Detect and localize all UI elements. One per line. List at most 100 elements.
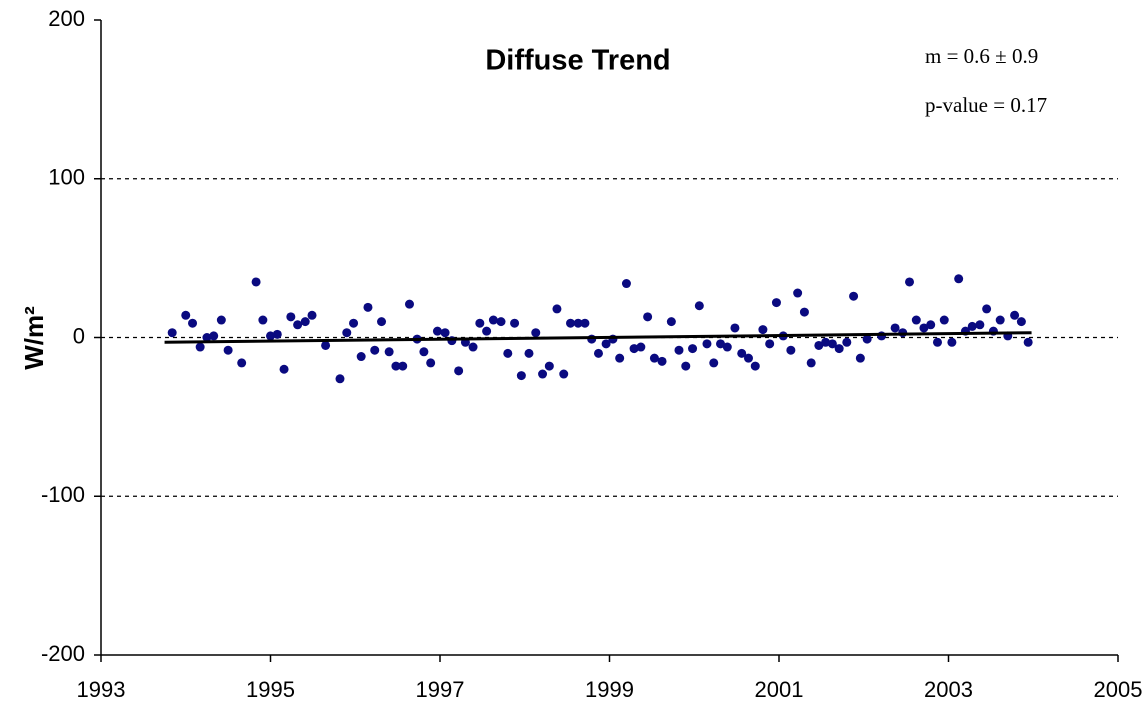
point — [475, 318, 485, 328]
point — [237, 358, 247, 368]
point — [216, 315, 226, 325]
point — [1023, 337, 1033, 347]
point — [765, 339, 775, 349]
x-tick-label: 1997 — [416, 677, 465, 702]
point — [666, 317, 676, 327]
point — [737, 348, 747, 358]
chart-title: Diffuse Trend — [485, 45, 670, 77]
point — [300, 317, 310, 327]
point — [468, 342, 478, 352]
point — [432, 326, 442, 336]
point — [503, 348, 513, 358]
point — [932, 337, 942, 347]
point — [593, 348, 603, 358]
point — [855, 353, 865, 363]
y-tick-label: 200 — [48, 6, 85, 31]
point — [440, 328, 450, 338]
point — [531, 328, 541, 338]
point — [426, 358, 436, 368]
x-tick-label: 1993 — [77, 677, 126, 702]
point — [258, 315, 268, 325]
point — [926, 320, 936, 330]
point — [524, 348, 534, 358]
point — [188, 318, 198, 328]
point — [905, 277, 915, 287]
point — [975, 320, 985, 330]
point — [266, 331, 275, 341]
point — [743, 353, 753, 363]
point — [799, 307, 809, 317]
y-tick-label: 100 — [48, 165, 85, 190]
point — [793, 288, 803, 298]
point — [995, 315, 1005, 325]
point — [293, 320, 303, 330]
point — [730, 323, 740, 333]
point — [223, 345, 233, 355]
point — [566, 318, 576, 328]
point — [363, 302, 373, 312]
point — [967, 321, 977, 331]
point — [649, 353, 659, 363]
point — [279, 364, 289, 374]
x-tick-label: 1999 — [585, 677, 634, 702]
point — [167, 328, 177, 338]
point — [919, 323, 929, 333]
point — [384, 347, 394, 357]
annotation: m = 0.6 ± 0.9 — [925, 44, 1038, 68]
point — [573, 318, 583, 328]
x-tick-label: 2005 — [1094, 677, 1143, 702]
y-tick-label: 0 — [73, 323, 85, 348]
point — [716, 339, 726, 349]
point — [643, 312, 653, 322]
point — [674, 345, 684, 355]
point — [750, 361, 760, 371]
point — [419, 347, 429, 357]
x-tick-label: 2003 — [924, 677, 973, 702]
point — [538, 369, 548, 379]
point — [488, 315, 498, 325]
point — [342, 328, 352, 338]
point — [806, 358, 816, 368]
point — [1010, 310, 1020, 320]
point — [321, 340, 331, 350]
y-tick-label: -100 — [41, 482, 85, 507]
point — [580, 318, 590, 328]
y-axis-label: W/m² — [19, 306, 49, 370]
point — [496, 317, 506, 327]
point — [482, 326, 492, 336]
trend-line — [164, 331, 1032, 344]
point — [272, 329, 282, 339]
point — [615, 353, 625, 363]
point — [454, 366, 464, 376]
point — [862, 334, 872, 344]
point — [398, 361, 408, 371]
x-tick-label: 1995 — [246, 677, 295, 702]
point — [771, 298, 781, 308]
point — [911, 315, 921, 325]
point — [758, 325, 768, 335]
point — [982, 304, 992, 314]
point — [939, 315, 949, 325]
point — [621, 279, 631, 289]
point — [814, 340, 824, 350]
point — [181, 310, 191, 320]
point — [657, 356, 667, 366]
point — [821, 337, 831, 347]
point — [954, 274, 964, 284]
point — [202, 333, 212, 342]
point — [195, 342, 205, 352]
point — [307, 310, 317, 320]
point — [391, 361, 401, 371]
point — [722, 342, 732, 352]
point — [286, 312, 296, 322]
point — [786, 345, 796, 355]
point — [947, 337, 957, 347]
point — [370, 345, 380, 355]
point — [834, 344, 844, 354]
point — [702, 339, 712, 349]
point — [1016, 317, 1026, 327]
point — [516, 371, 526, 381]
point — [636, 342, 646, 352]
